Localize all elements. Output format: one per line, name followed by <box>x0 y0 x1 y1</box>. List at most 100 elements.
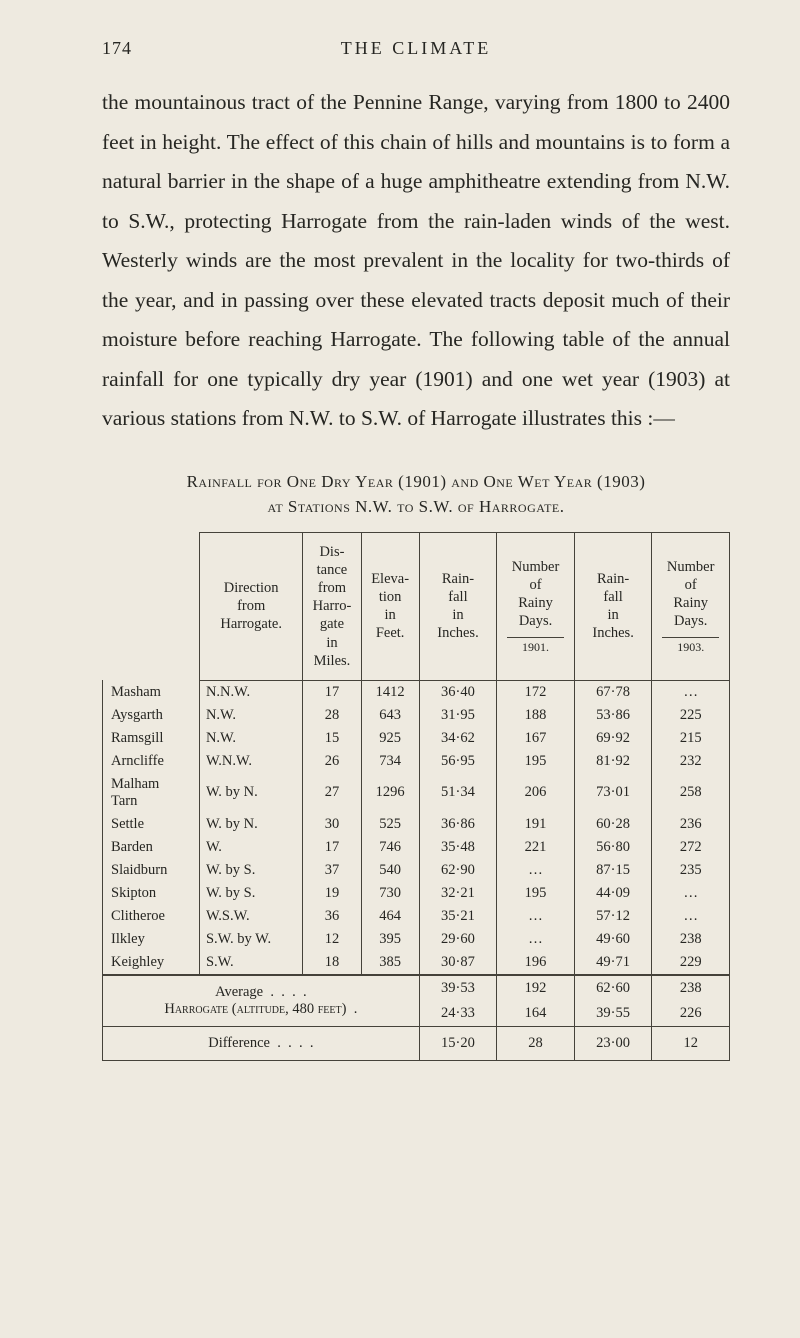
cell-distance: 36 <box>303 905 361 928</box>
cell-distance: 18 <box>303 951 361 975</box>
summary-average-row: Average . . . . 39·53 192 62·60 238 <box>103 975 730 1001</box>
cell-elevation: 540 <box>361 859 419 882</box>
col-distance-label: Dis- tance from Harro- gate in Miles. <box>313 544 352 669</box>
table-row: IlkleyS.W. by W.1239529·60…49·60238 <box>103 928 730 951</box>
cell-direction: N.N.W. <box>199 680 302 704</box>
table-row: BardenW.1774635·4822156·80272 <box>103 836 730 859</box>
page-number: 174 <box>102 38 162 59</box>
cell-direction: N.W. <box>199 704 302 727</box>
cell-days-1903: 229 <box>652 951 730 975</box>
average-label: Average . . . . <box>103 975 420 1001</box>
cell-days-1903: 215 <box>652 727 730 750</box>
cell-distance: 12 <box>303 928 361 951</box>
cell-station: Clitheroe <box>103 905 200 928</box>
rainfall-table: Direction from Harrogate. Dis- tance fro… <box>102 532 730 1061</box>
running-head: THE CLIMATE <box>162 38 730 59</box>
cell-direction: W. by N. <box>199 773 302 813</box>
cell-rain-1903: 49·71 <box>574 951 652 975</box>
cell-elevation: 734 <box>361 750 419 773</box>
cell-rain-1901: 32·21 <box>419 882 497 905</box>
cell-distance: 28 <box>303 704 361 727</box>
summary-difference-row: Difference . . . . 15·20 28 23·00 12 <box>103 1026 730 1060</box>
cell-elevation: 395 <box>361 928 419 951</box>
cell-days-1903: 235 <box>652 859 730 882</box>
cell-rain-1901: 35·48 <box>419 836 497 859</box>
cell-direction: W. <box>199 836 302 859</box>
cell-days-1901: … <box>497 905 575 928</box>
avg-rain-1903: 62·60 <box>574 975 652 1001</box>
cell-distance: 37 <box>303 859 361 882</box>
table-row: AysgarthN.W.2864331·9518853·86225 <box>103 704 730 727</box>
cell-station: Malham Tarn <box>103 773 200 813</box>
cell-days-1901: … <box>497 928 575 951</box>
year-1901: 1901. <box>501 637 570 655</box>
col-elevation: Eleva- tion in Feet. <box>361 532 419 680</box>
cell-direction: S.W. by W. <box>199 928 302 951</box>
col-rain-1903: Rain- fall in Inches. <box>574 532 652 680</box>
cell-elevation: 643 <box>361 704 419 727</box>
cell-rain-1903: 49·60 <box>574 928 652 951</box>
cell-station: Arncliffe <box>103 750 200 773</box>
cell-rain-1901: 62·90 <box>419 859 497 882</box>
cell-rain-1901: 31·95 <box>419 704 497 727</box>
average-label-text: Average <box>215 984 263 1000</box>
diff-rain-1901: 15·20 <box>419 1026 497 1060</box>
col-days-1903-label: Number of Rainy Days. <box>667 559 715 629</box>
col-days-1901-label: Number of Rainy Days. <box>512 559 560 629</box>
cell-rain-1901: 30·87 <box>419 951 497 975</box>
cell-rain-1901: 51·34 <box>419 773 497 813</box>
harrogate-label-text: Harrogate (altitude, 480 feet) <box>164 1001 346 1017</box>
table-row: RamsgillN.W.1592534·6216769·92215 <box>103 727 730 750</box>
cell-station: Settle <box>103 813 200 836</box>
cell-rain-1901: 29·60 <box>419 928 497 951</box>
cell-rain-1901: 56·95 <box>419 750 497 773</box>
cell-rain-1903: 56·80 <box>574 836 652 859</box>
cell-days-1903: 236 <box>652 813 730 836</box>
cell-rain-1903: 81·92 <box>574 750 652 773</box>
cell-distance: 17 <box>303 836 361 859</box>
col-rain-1903-label: Rain- fall in Inches. <box>592 571 633 641</box>
table-row: ArncliffeW.N.W.2673456·9519581·92232 <box>103 750 730 773</box>
cell-days-1903: 232 <box>652 750 730 773</box>
cell-days-1903: 272 <box>652 836 730 859</box>
harrogate-label: Harrogate (altitude, 480 feet) . <box>103 1001 420 1027</box>
table-row: Malham TarnW. by N.27129651·3420673·0125… <box>103 773 730 813</box>
table-header-row: Direction from Harrogate. Dis- tance fro… <box>103 532 730 680</box>
cell-rain-1903: 67·78 <box>574 680 652 704</box>
cell-days-1901: 195 <box>497 882 575 905</box>
cell-station: Aysgarth <box>103 704 200 727</box>
cell-direction: S.W. <box>199 951 302 975</box>
cell-direction: W. by S. <box>199 882 302 905</box>
cell-days-1903: … <box>652 905 730 928</box>
col-distance: Dis- tance from Harro- gate in Miles. <box>303 532 361 680</box>
summary-harrogate-row: Harrogate (altitude, 480 feet) . 24·33 1… <box>103 1001 730 1027</box>
table-row: SlaidburnW. by S.3754062·90…87·15235 <box>103 859 730 882</box>
col-direction: Direction from Harrogate. <box>199 532 302 680</box>
cell-station: Keighley <box>103 951 200 975</box>
cell-rain-1903: 73·01 <box>574 773 652 813</box>
cell-days-1901: 191 <box>497 813 575 836</box>
cell-days-1903: 238 <box>652 928 730 951</box>
hg-days-1901: 164 <box>497 1001 575 1027</box>
cell-days-1901: 188 <box>497 704 575 727</box>
cell-station: Barden <box>103 836 200 859</box>
hg-rain-1901: 24·33 <box>419 1001 497 1027</box>
cell-days-1903: 258 <box>652 773 730 813</box>
table-row: KeighleyS.W.1838530·8719649·71229 <box>103 951 730 975</box>
cell-elevation: 464 <box>361 905 419 928</box>
cell-rain-1901: 36·40 <box>419 680 497 704</box>
difference-label-text: Difference <box>208 1035 270 1051</box>
cell-rain-1903: 53·86 <box>574 704 652 727</box>
cell-station: Skipton <box>103 882 200 905</box>
cell-distance: 19 <box>303 882 361 905</box>
cell-days-1901: 172 <box>497 680 575 704</box>
cell-days-1901: … <box>497 859 575 882</box>
difference-label: Difference . . . . <box>103 1026 420 1060</box>
cell-rain-1901: 34·62 <box>419 727 497 750</box>
col-days-1901: Number of Rainy Days. 1901. <box>497 532 575 680</box>
cell-elevation: 1296 <box>361 773 419 813</box>
table-row: SkiptonW. by S.1973032·2119544·09… <box>103 882 730 905</box>
page-header: 174 THE CLIMATE <box>102 38 730 59</box>
cell-rain-1901: 35·21 <box>419 905 497 928</box>
year-1903: 1903. <box>656 637 725 655</box>
